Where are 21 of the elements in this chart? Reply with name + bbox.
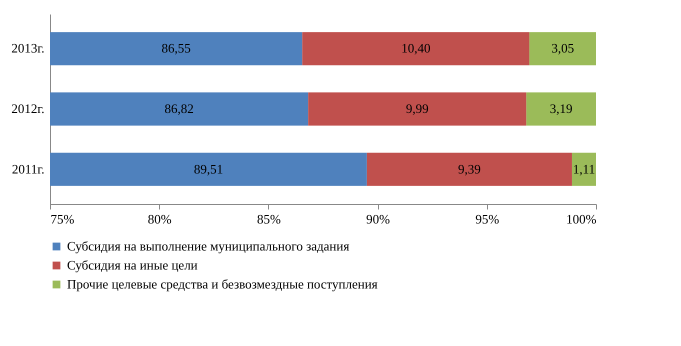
data-label: 9,99	[406, 101, 429, 116]
data-label: 9,39	[458, 161, 481, 176]
data-label: 86,82	[164, 101, 194, 116]
y-tick-label: 2013г.	[11, 40, 44, 56]
data-label: 10,40	[401, 40, 430, 56]
x-tick-label: 100%	[566, 212, 597, 226]
x-tick-label: 95%	[475, 212, 500, 226]
legend-label: Субсидия на выполнение муниципального задания	[67, 238, 350, 254]
data-label: 1,11	[572, 161, 596, 176]
x-tick-label: 90%	[366, 212, 390, 226]
data-label: 89,51	[194, 161, 224, 176]
legend-label: Субсидия на иные цели	[67, 258, 198, 272]
data-label: 3,19	[550, 101, 573, 116]
legend-label: Прочие целевые средства и безвозмездные поступления	[67, 276, 378, 292]
x-tick-label: 85%	[256, 212, 281, 226]
x-tick-label: 75%	[50, 212, 74, 226]
data-label: 86,55	[162, 40, 191, 56]
y-tick-label: 2012г.	[11, 101, 44, 116]
x-tick-label: 80%	[148, 212, 172, 226]
y-tick-label: 2011г.	[12, 161, 44, 176]
data-label: 3,05	[551, 40, 574, 56]
